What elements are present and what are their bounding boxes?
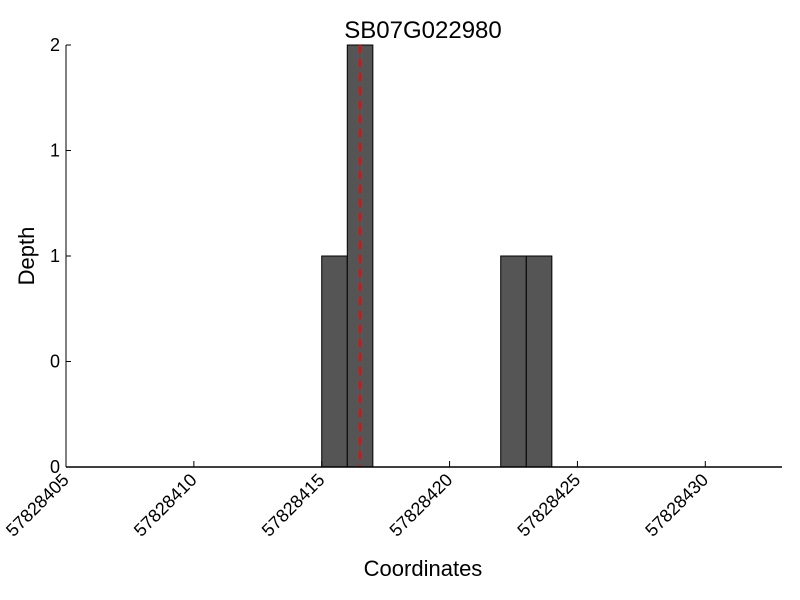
x-axis-label: Coordinates — [364, 556, 483, 581]
y-tick-label: 2 — [50, 35, 60, 55]
x-tick-label: 57828410 — [130, 470, 201, 541]
x-tick-label: 57828415 — [258, 470, 329, 541]
bar — [525, 255, 553, 468]
y-tick-label: 0 — [50, 352, 60, 372]
bar — [500, 255, 527, 468]
x-tick-label: 57828405 — [2, 470, 73, 541]
y-tick-label: 0 — [50, 457, 60, 477]
y-tick-label: 1 — [50, 246, 60, 266]
y-tick-label: 1 — [50, 141, 60, 161]
x-tick-label: 57828430 — [641, 470, 712, 541]
x-tick-label: 57828425 — [513, 470, 584, 541]
y-axis-label: Depth — [14, 227, 39, 286]
bar — [321, 255, 348, 468]
chart-title: SB07G022980 — [344, 17, 501, 44]
x-tick-label: 57828420 — [386, 470, 457, 541]
